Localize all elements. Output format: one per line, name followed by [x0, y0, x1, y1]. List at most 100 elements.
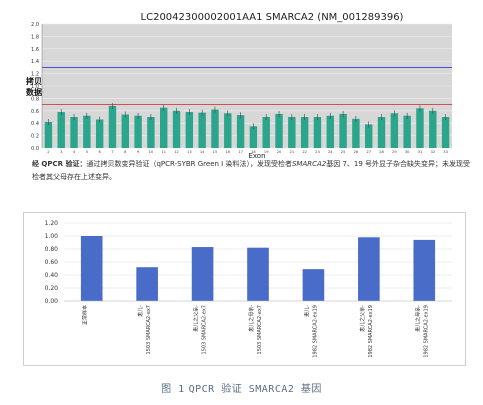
exon-bar [441, 117, 450, 148]
exon-bar [185, 112, 194, 148]
x-tick-label: 23 [315, 150, 320, 154]
x-tick-label: 12 [174, 150, 179, 154]
x-tick-label: 25 [341, 150, 346, 154]
exon-bar [352, 118, 360, 148]
y-tick-label: 1.20 [45, 220, 59, 227]
x-tick-label: 29 [392, 150, 397, 154]
y-tick-label: 2.0 [31, 22, 39, 28]
x-tick-label: 18 [251, 150, 256, 154]
exon-bar [262, 117, 270, 148]
exon-bar [390, 113, 399, 148]
x-tick-label: 患儿- [303, 305, 310, 317]
x-tick-label: 1503 SMARCA2-ex7 [146, 305, 152, 354]
chart-title: LC20042300002001AA1 SMARCA2 (NM_00128939… [141, 12, 404, 23]
sample-bar [136, 267, 158, 301]
x-tick-label: 患儿之父亲- [193, 305, 200, 332]
x-tick-label: 22 [302, 150, 307, 154]
x-tick-label: 14 [200, 150, 205, 154]
x-tick-label: 患儿之父亲- [359, 305, 366, 332]
x-tick-label: 正常样本 [82, 305, 89, 325]
sample-bar [247, 247, 269, 301]
x-tick-label: 15 [213, 150, 218, 154]
figure-number: 图 1 [161, 384, 185, 395]
exon-bar [83, 115, 91, 148]
exon-bar [211, 109, 219, 148]
x-tick-label: 患儿- [137, 305, 144, 317]
exon-bar [365, 124, 373, 148]
exon-bar [377, 117, 386, 148]
exon-bar [416, 108, 424, 148]
exon-bar [339, 113, 347, 148]
y-axis-label: 拷贝数据 [26, 76, 42, 97]
x-tick-label: 27 [366, 150, 371, 154]
note-text-2: 基因 7、19 号外显子杂合缺失变异；未发现受检者其父母存在上述变异。 [32, 160, 471, 181]
x-tick-label: 1503 SMARCA2-ex7 [257, 305, 263, 354]
x-tick-label: 17 [238, 150, 243, 154]
exon-bar [44, 121, 53, 148]
exon-copy-number-chart: LC20042300002001AA1 SMARCA2 (NM_00128939… [26, 12, 452, 160]
x-tick-label: 19 [264, 150, 269, 154]
x-tick-label: 5 [86, 150, 88, 154]
x-tick-label: 20 [277, 150, 282, 154]
exon-bar [134, 115, 142, 148]
x-tick-label: 4 [73, 150, 76, 154]
y-tick-label: 1.0 [31, 84, 39, 90]
note-gene: SMARCA2 [291, 160, 327, 168]
x-tick-label: 31 [418, 150, 423, 154]
x-tick-label: 26 [354, 150, 359, 154]
exon-bar [300, 117, 309, 148]
exon-bar [288, 117, 296, 148]
exon-bar [147, 117, 155, 148]
y-tick-label: 1.8 [31, 34, 39, 40]
x-tick-label: 1982 SMARCA2-ex19 [368, 305, 374, 358]
exon-bar [198, 112, 206, 148]
exon-bar [429, 110, 437, 148]
x-tick-label: 30 [405, 150, 410, 154]
x-axis-label: Exon [248, 152, 265, 160]
exon-bar [172, 110, 181, 148]
figure-caption-text: QPCR 验证 SMARCA2 基因 [188, 384, 322, 395]
exon-bar [236, 115, 245, 148]
x-tick-label: 33 [443, 150, 448, 154]
sample-bar [191, 247, 214, 301]
exon-bar [108, 105, 117, 148]
y-tick-label: 0.40 [45, 272, 59, 279]
exon-bar [95, 119, 104, 148]
figure-caption: 图 1 QPCR 验证 SMARCA2 基因 [0, 380, 483, 395]
y-tick-label: 0.20 [45, 285, 59, 292]
y-tick-label: 0.2 [31, 134, 39, 140]
y-tick-label: 0.6 [31, 109, 39, 115]
y-tick-label: 0.00 [45, 298, 59, 305]
x-tick-label: 1503 SMARCA2-ex7 [202, 305, 208, 354]
y-tick-label: 0.80 [45, 246, 59, 253]
x-tick-label: 28 [379, 150, 384, 154]
x-tick-label: 9 [137, 150, 140, 154]
x-tick-label: 11 [161, 150, 166, 154]
x-tick-label: 患儿之母亲- [248, 305, 255, 332]
x-tick-label: 32 [430, 150, 435, 154]
note-prefix: 经 QPCR 验证： [32, 160, 87, 168]
x-tick-label: 10 [149, 150, 154, 154]
y-tick-label: 0.4 [31, 121, 39, 127]
exon-bar [403, 115, 411, 148]
x-tick-label: 1982 SMARCA2-ex19 [312, 305, 318, 358]
verification-note: 经 QPCR 验证：通过拷贝数变异验证（qPCR-SYBR Green I 染料… [32, 158, 472, 184]
exon-bar [70, 117, 78, 148]
y-tick-label: 0.0 [31, 146, 39, 152]
y-tick-label: 0.8 [31, 96, 39, 102]
sample-bar [413, 239, 436, 301]
x-tick-label: 24 [328, 150, 333, 154]
x-tick-label: 16 [225, 150, 230, 154]
exon-bar [326, 115, 334, 148]
sample-bar [80, 236, 103, 301]
sample-bar [358, 237, 380, 301]
x-tick-label: 2 [47, 150, 49, 154]
x-tick-label: 3 [60, 150, 62, 154]
exon-bar [57, 112, 65, 148]
exon-bar [313, 117, 322, 148]
y-tick-label: 1.2 [31, 72, 39, 78]
exon-bar [160, 107, 168, 148]
x-tick-label: 患儿之母亲- [414, 305, 421, 332]
note-text-1: 通过拷贝数变异验证（qPCR-SYBR Green I 染料法），发现受检者 [86, 160, 292, 168]
